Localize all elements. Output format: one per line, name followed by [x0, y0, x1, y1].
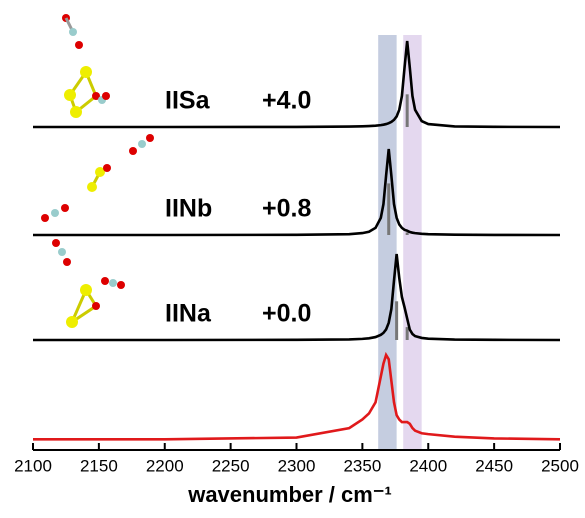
x-tick-label: 2200	[146, 456, 184, 475]
chart: IISa +4.0 IINb +0.8 IINa +0.0 2100 2150 2200 2250…	[0, 0, 585, 518]
band	[378, 35, 396, 450]
x-tick-label: 2100	[14, 456, 52, 475]
energy-label: +4.0	[262, 87, 311, 115]
molecule-icons	[41, 14, 154, 328]
x-tick-label: 2500	[541, 456, 579, 475]
x-tick-label: 2150	[80, 456, 118, 475]
series-label: IISa	[165, 87, 211, 115]
series-label: IINa	[165, 300, 212, 328]
x-tick-label: 2450	[475, 456, 513, 475]
spectrum	[33, 355, 560, 439]
x-tick-label: 2350	[343, 456, 381, 475]
x-tick-label: 2300	[278, 456, 316, 475]
x-tick-label: 2400	[409, 456, 447, 475]
x-tick-label: 2250	[212, 456, 250, 475]
energy-label: +0.8	[262, 195, 311, 223]
series-label: IINb	[165, 195, 212, 223]
x-axis-label: wavenumber / cm⁻¹	[187, 482, 392, 507]
energy-label: +0.0	[262, 300, 311, 328]
